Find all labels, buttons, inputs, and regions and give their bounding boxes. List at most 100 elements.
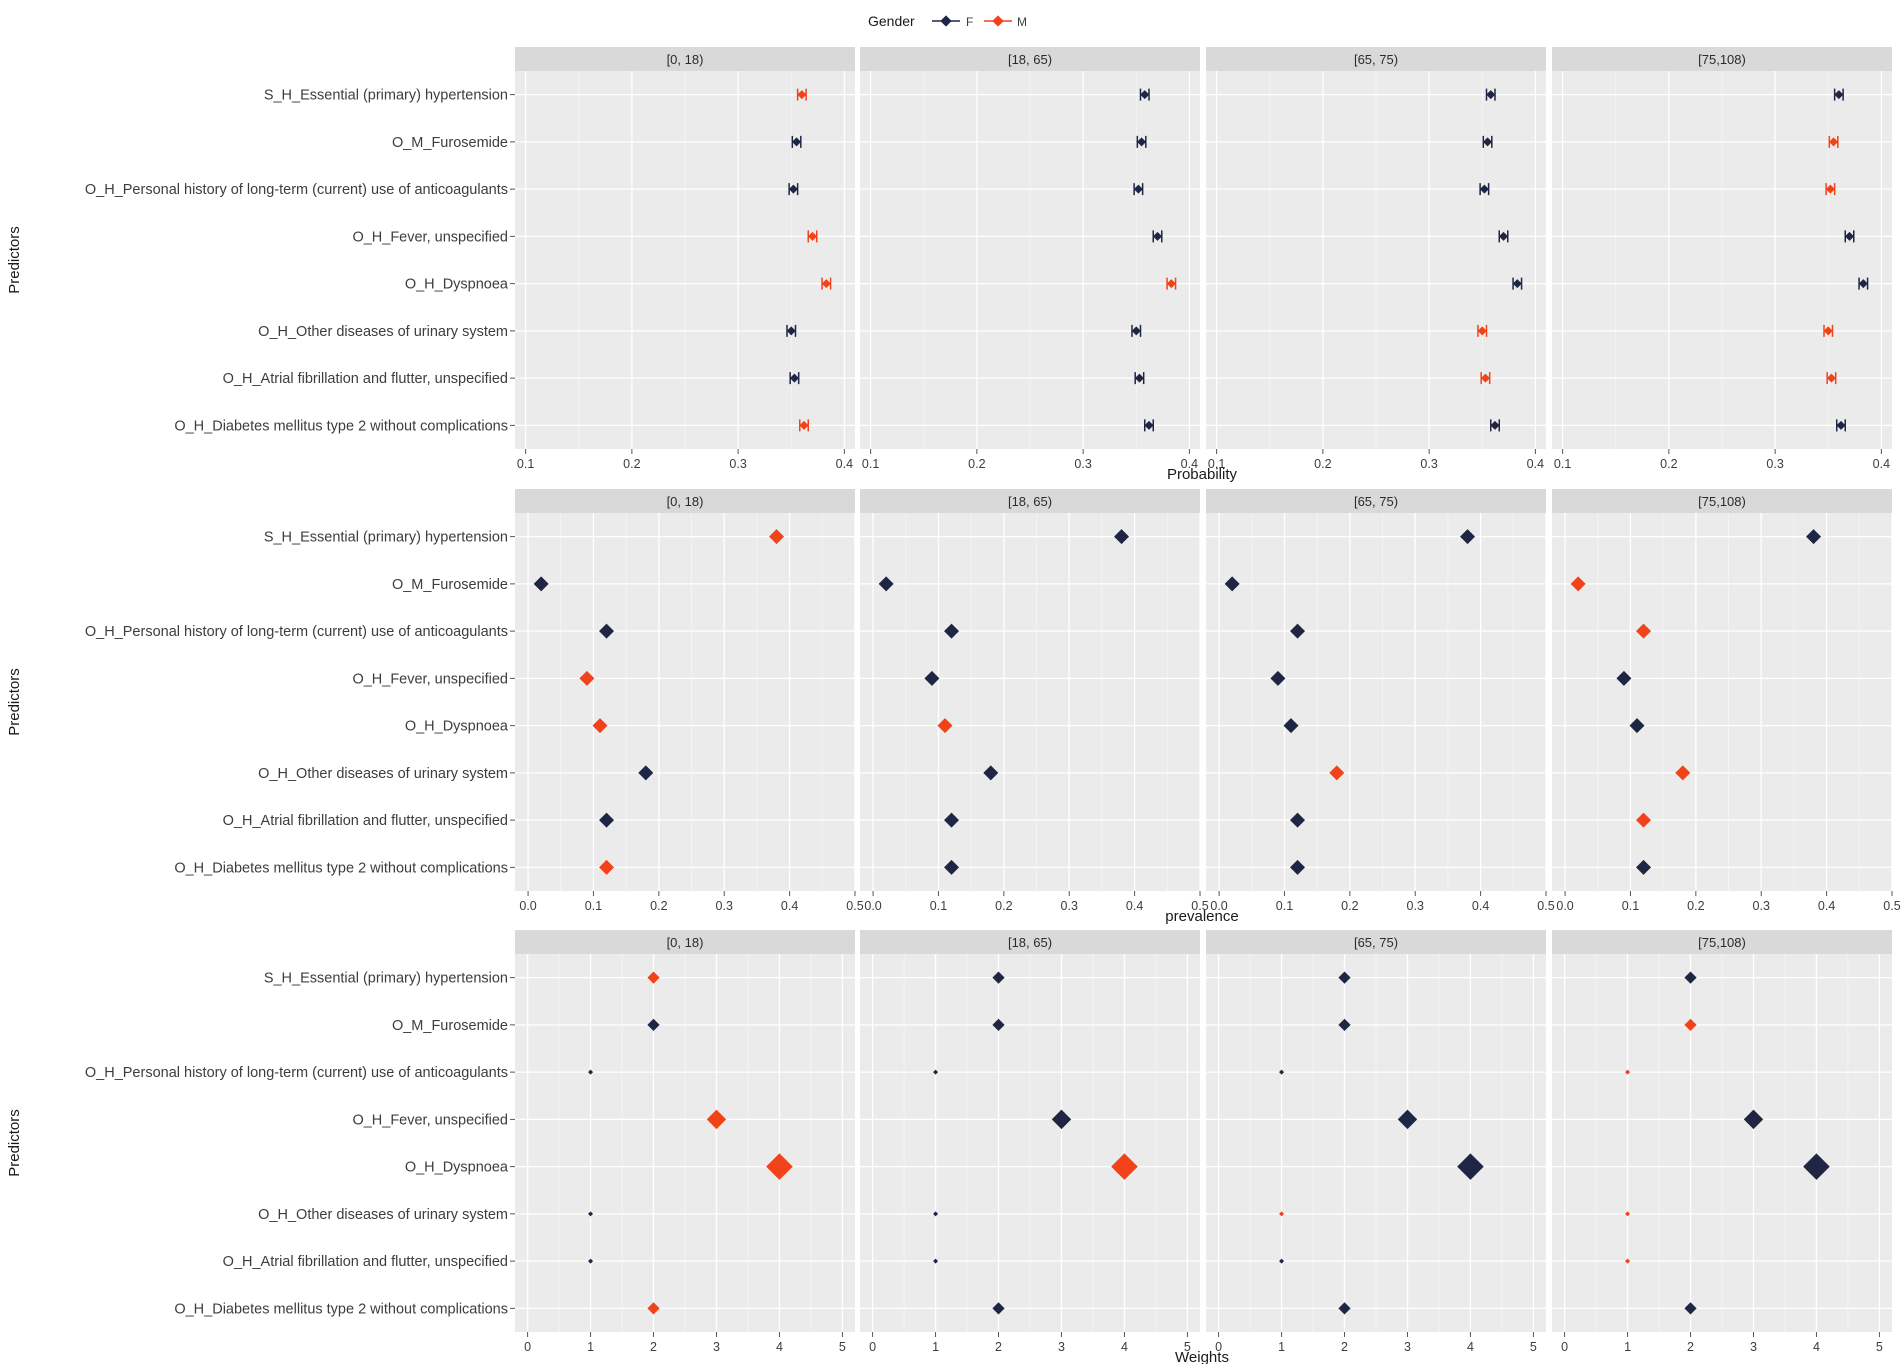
x-tick-label: 0.1 <box>1276 899 1293 913</box>
x-tick-label: 1 <box>587 1340 594 1354</box>
data-point-female <box>1224 576 1240 592</box>
data-point-male <box>1636 623 1652 639</box>
data-point-female <box>647 1018 660 1031</box>
panel-background <box>860 513 1200 891</box>
data-point-female <box>992 1018 1005 1031</box>
data-point-female <box>1133 184 1143 194</box>
x-tick-label: 0.4 <box>1818 899 1835 913</box>
facet-panel: [18, 65) 0.0 0.1 0.2 0.3 0.4 0.5 <box>860 489 1209 913</box>
legend-key-diamond-m <box>992 15 1004 27</box>
x-tick-label: 0.5 <box>1537 899 1554 913</box>
data-point-female <box>992 971 1005 984</box>
data-point-female <box>1636 859 1652 875</box>
x-tick-label: 2 <box>650 1340 657 1354</box>
panel-background <box>515 513 855 891</box>
data-point-female <box>878 576 894 592</box>
predictor-label: O_H_Diabetes mellitus type 2 without com… <box>174 418 508 434</box>
predictor-label: O_H_Other diseases of urinary system <box>258 324 508 340</box>
y-axis-title: Predictors <box>6 668 23 736</box>
facet-strip <box>1206 489 1546 513</box>
data-point-female <box>1270 670 1286 686</box>
x-tick-label: 0.3 <box>729 457 746 471</box>
data-point-female <box>1512 279 1522 289</box>
predictor-label: O_H_Fever, unspecified <box>352 1112 508 1128</box>
data-point-female <box>588 1069 594 1075</box>
facet-strip-label: [65, 75) <box>1354 935 1398 950</box>
predictor-label: O_M_Furosemide <box>392 577 508 593</box>
data-point-female <box>983 765 999 781</box>
x-tick-label: 5 <box>839 1340 846 1354</box>
predictor-label: O_H_Other diseases of urinary system <box>258 766 508 782</box>
data-point-male <box>647 971 660 984</box>
data-point-female <box>1290 812 1306 828</box>
data-point-female <box>1834 90 1844 100</box>
predictor-label: S_H_Essential (primary) hypertension <box>264 971 508 987</box>
facet-strip-label: [0, 18) <box>667 494 704 509</box>
data-point-male <box>1477 326 1487 336</box>
data-point-female <box>1114 529 1130 545</box>
predictor-label: O_H_Diabetes mellitus type 2 without com… <box>174 1301 508 1317</box>
x-tick-label: 0.5 <box>1883 899 1900 913</box>
x-tick-label: 1 <box>1278 1340 1285 1354</box>
data-point-female <box>1397 1109 1418 1130</box>
facet-strip-label: [75,108) <box>1698 494 1746 509</box>
x-tick-label: 0.3 <box>716 899 733 913</box>
facet-strip-label: [65, 75) <box>1354 52 1398 67</box>
facet-strip <box>515 930 855 954</box>
data-point-female <box>1858 279 1868 289</box>
chart-row-1: Predictors S_H_Essential (primary) hypert… <box>6 47 1892 483</box>
data-point-female <box>1153 231 1162 241</box>
data-point-female <box>1290 623 1306 639</box>
x-tick-label: 0.5 <box>846 899 863 913</box>
x-tick-label: 0.2 <box>968 457 985 471</box>
facet-panel: [0, 18) 0 1 2 3 4 5 <box>515 930 855 1354</box>
facet-strip <box>1552 47 1892 71</box>
data-point-female <box>1479 184 1489 194</box>
data-point-female <box>786 326 796 336</box>
data-point-female <box>792 137 802 147</box>
x-tick-label: 0.3 <box>1074 457 1091 471</box>
data-point-male <box>1480 373 1490 383</box>
facet-panel: [18, 65) 0.1 0.2 0.3 0.4 <box>860 47 1200 471</box>
x-tick-label: 0.4 <box>781 899 798 913</box>
x-tick-label: 0.1 <box>1622 899 1639 913</box>
data-point-female <box>1836 420 1846 430</box>
facet-strip <box>1206 47 1546 71</box>
legend: Gender F M <box>868 13 1027 29</box>
data-point-female <box>1140 90 1150 100</box>
data-point-female <box>788 184 798 194</box>
data-point-male <box>821 279 831 289</box>
facet-strip <box>860 489 1200 513</box>
x-tick-label: 4 <box>1121 1340 1128 1354</box>
data-point-female <box>588 1211 594 1217</box>
facet-panel: [65, 75) 0.0 0.1 0.2 0.3 0.4 0.5 <box>1206 489 1555 913</box>
panel-background <box>1206 513 1546 891</box>
x-tick-label: 0.1 <box>585 899 602 913</box>
x-tick-label: 0.4 <box>1873 457 1890 471</box>
data-point-male <box>706 1109 727 1130</box>
x-tick-label: 0 <box>1561 1340 1568 1354</box>
facet-panel: [75,108) 0.1 0.2 0.3 0.4 <box>1552 47 1892 471</box>
data-point-male <box>766 1153 793 1180</box>
legend-label-m: M <box>1017 15 1027 29</box>
data-point-female <box>933 1069 939 1075</box>
data-point-male <box>1825 184 1835 194</box>
x-tick-label: 0.3 <box>1061 899 1078 913</box>
data-point-male <box>1570 576 1586 592</box>
data-point-female <box>1283 718 1299 734</box>
data-point-female <box>1616 670 1632 686</box>
x-tick-label: 1 <box>932 1340 939 1354</box>
x-tick-label: 0.3 <box>1420 457 1437 471</box>
data-point-female <box>588 1258 594 1264</box>
x-axis-title: Weights <box>1175 1349 1229 1364</box>
x-tick-label: 0.1 <box>1208 457 1225 471</box>
data-point-female <box>599 812 615 828</box>
predictor-label: O_H_Personal history of long-term (curre… <box>85 624 508 640</box>
x-tick-label: 0.2 <box>650 899 667 913</box>
facet-strip <box>515 489 855 513</box>
facet-strip <box>1552 489 1892 513</box>
data-point-male <box>1625 1211 1631 1217</box>
predictor-label: O_M_Furosemide <box>392 135 508 151</box>
predictor-label: O_H_Personal history of long-term (curre… <box>85 182 508 198</box>
predictor-label: S_H_Essential (primary) hypertension <box>264 530 508 546</box>
